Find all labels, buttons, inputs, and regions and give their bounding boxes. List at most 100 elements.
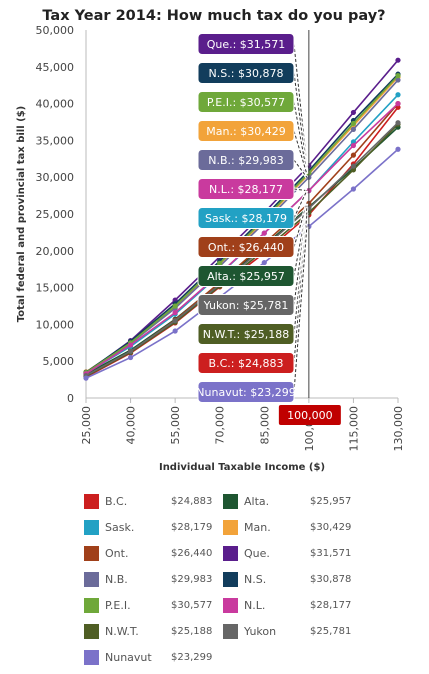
chart-title: Tax Year 2014: How much tax do you pay? (42, 8, 385, 24)
legend-label: N.L. (244, 598, 266, 612)
legend-value: $30,878 (310, 573, 352, 585)
data-point (350, 152, 357, 158)
data-point (127, 354, 134, 361)
legend-item[interactable]: Alta. $25,957 (223, 493, 351, 509)
tooltip-box (197, 265, 295, 287)
tooltip-label: Yukon: $25,781 (203, 299, 289, 312)
legend-label: Que. (244, 546, 270, 560)
x-tick-label: 25,000 (80, 406, 93, 445)
data-point (395, 120, 401, 126)
legend-item[interactable]: N.W.T. $25,188 (84, 623, 212, 639)
legend-label: N.B. (105, 572, 128, 586)
legend-value: $25,188 (171, 625, 213, 637)
data-point (172, 310, 178, 316)
tooltip-label: B.C.: $24,883 (209, 357, 284, 370)
legend-swatch (223, 623, 238, 639)
legend-value: $30,577 (171, 599, 213, 611)
data-point (350, 109, 357, 116)
tooltip-label: N.S.: $30,878 (209, 67, 284, 80)
x-tick-label: 115,000 (347, 406, 360, 452)
legend-value: $26,440 (171, 547, 213, 559)
tooltip-connector (293, 188, 307, 192)
tooltip-label: Man.: $30,429 (206, 125, 285, 138)
legend-label: N.S. (244, 572, 267, 586)
tooltip-connector (293, 159, 308, 178)
y-tick-label: 50,000 (36, 24, 75, 37)
x-tick-label: 70,000 (214, 406, 227, 445)
legend-item[interactable]: B.C. $24,883 (84, 493, 212, 509)
y-tick-label: 30,000 (36, 171, 75, 184)
data-point (172, 297, 178, 303)
y-tick-label: 10,000 (36, 318, 75, 331)
tooltip-label: N.B.: $29,983 (208, 154, 283, 167)
data-point (395, 146, 401, 152)
data-point (172, 328, 178, 334)
tooltips: Que.: $31,571 N.S.: $30,878 P.E.I.: $30,57… (196, 33, 309, 403)
data-point (261, 230, 267, 236)
legend-item[interactable]: Sask. $28,179 (84, 519, 212, 535)
legend-item[interactable]: N.B. $29,983 (84, 571, 212, 587)
tooltip-label: Ont.: $26,440 (208, 241, 284, 254)
series-line (85, 59, 399, 374)
legend-value: $31,571 (310, 547, 352, 559)
tooltip-box (197, 149, 295, 171)
data-point (395, 73, 401, 79)
data-point (127, 342, 134, 348)
legend-swatch (223, 493, 238, 509)
data-point (395, 77, 401, 83)
data-point (350, 186, 357, 192)
tooltip-label: N.L.: $28,177 (209, 183, 283, 196)
legend-swatch (84, 649, 99, 665)
y-tick-label: 35,000 (36, 134, 75, 147)
legend-item[interactable]: Yukon $25,781 (223, 623, 351, 639)
data-point (127, 348, 134, 354)
legend-swatch (84, 493, 99, 509)
tooltip-box (197, 294, 295, 316)
crosshair-label: 100,000 (278, 405, 341, 425)
legend-item[interactable]: N.S. $30,878 (223, 571, 351, 587)
legend-swatch (84, 623, 99, 639)
legend-item[interactable]: Nunavut $23,299 (84, 649, 212, 665)
legend-value: $24,883 (171, 495, 213, 507)
crosshair-label-box (278, 405, 341, 425)
x-tick-label: 55,000 (169, 406, 182, 445)
legend-swatch (84, 519, 99, 535)
legend-item[interactable]: Man. $30,429 (223, 519, 351, 535)
tooltip-box (197, 352, 295, 374)
tooltip-label: Nunavut: $23,299 (196, 386, 295, 399)
legend-label: N.W.T. (105, 624, 139, 638)
legend-label: Yukon (244, 624, 277, 638)
legend-swatch (223, 545, 238, 561)
legend-label: Nunavut (105, 650, 152, 664)
legend-value: $29,983 (171, 573, 213, 585)
legend-item[interactable]: N.L. $28,177 (223, 597, 351, 613)
legend-label: Sask. (105, 520, 135, 534)
tooltip-box (197, 236, 295, 258)
legend-value: $25,781 (310, 625, 352, 637)
legend-value: $28,179 (171, 521, 213, 533)
data-point (350, 163, 357, 169)
data-point (350, 142, 357, 149)
tooltip-box (197, 91, 295, 113)
legend-swatch (223, 597, 238, 613)
data-point (350, 126, 357, 132)
tooltip-box (197, 62, 295, 84)
x-tick-label: 40,000 (125, 406, 138, 445)
data-point (172, 318, 178, 324)
y-axis-ticks: 0 5,000 10,000 15,000 20,000 25,000 30,000 35,0… (36, 24, 75, 405)
tooltip-box (197, 33, 295, 55)
tooltip-label: Sask.: $28,179 (205, 212, 287, 225)
legend-label: Alta. (244, 494, 270, 508)
legend-item[interactable]: P.E.I. $30,577 (84, 597, 212, 613)
tooltip-box (197, 120, 295, 142)
legend-item[interactable]: Que. $31,571 (223, 545, 351, 561)
tooltip-connector (293, 226, 308, 393)
tooltip-connector (293, 101, 308, 174)
legend-item[interactable]: Ont. $26,440 (84, 545, 212, 561)
x-axis-ticks: 25,000 40,000 55,000 70,000 85,000 100,000 115… (80, 398, 405, 452)
data-point (395, 92, 401, 98)
tooltip-box (197, 381, 295, 403)
legend-swatch (223, 571, 238, 587)
x-axis-title: Individual Taxable Income ($) (159, 462, 325, 473)
